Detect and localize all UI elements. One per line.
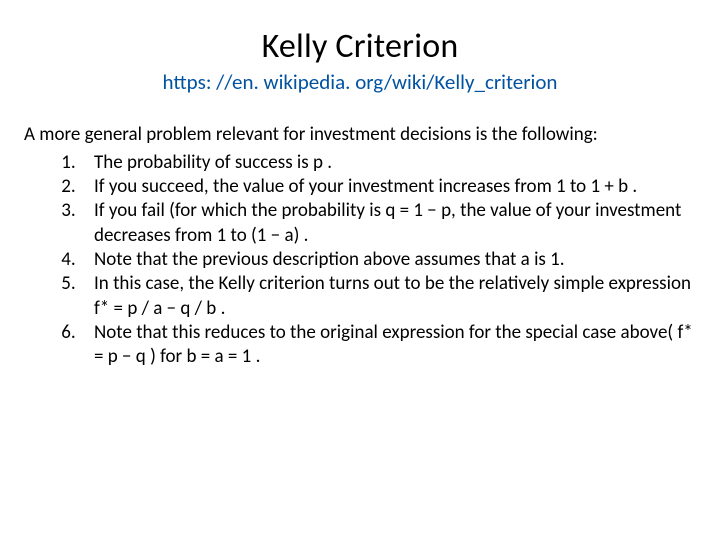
list-item: Note that this reduces to the original e… bbox=[80, 321, 696, 370]
source-url: https: //en. wikipedia. org/wiki/Kelly_c… bbox=[24, 69, 696, 95]
intro-text: A more general problem relevant for inve… bbox=[24, 123, 696, 147]
slide: Kelly Criterion https: //en. wikipedia. … bbox=[0, 0, 720, 540]
list-item: If you succeed, the value of your invest… bbox=[80, 175, 696, 199]
list-item: In this case, the Kelly criterion turns … bbox=[80, 272, 696, 321]
list-item: Note that the previous description above… bbox=[80, 248, 696, 272]
page-title: Kelly Criterion bbox=[24, 26, 696, 67]
points-list: The probability of success is p . If you… bbox=[24, 151, 696, 370]
list-item: If you fail (for which the probability i… bbox=[80, 199, 696, 248]
list-item: The probability of success is p . bbox=[80, 151, 696, 175]
